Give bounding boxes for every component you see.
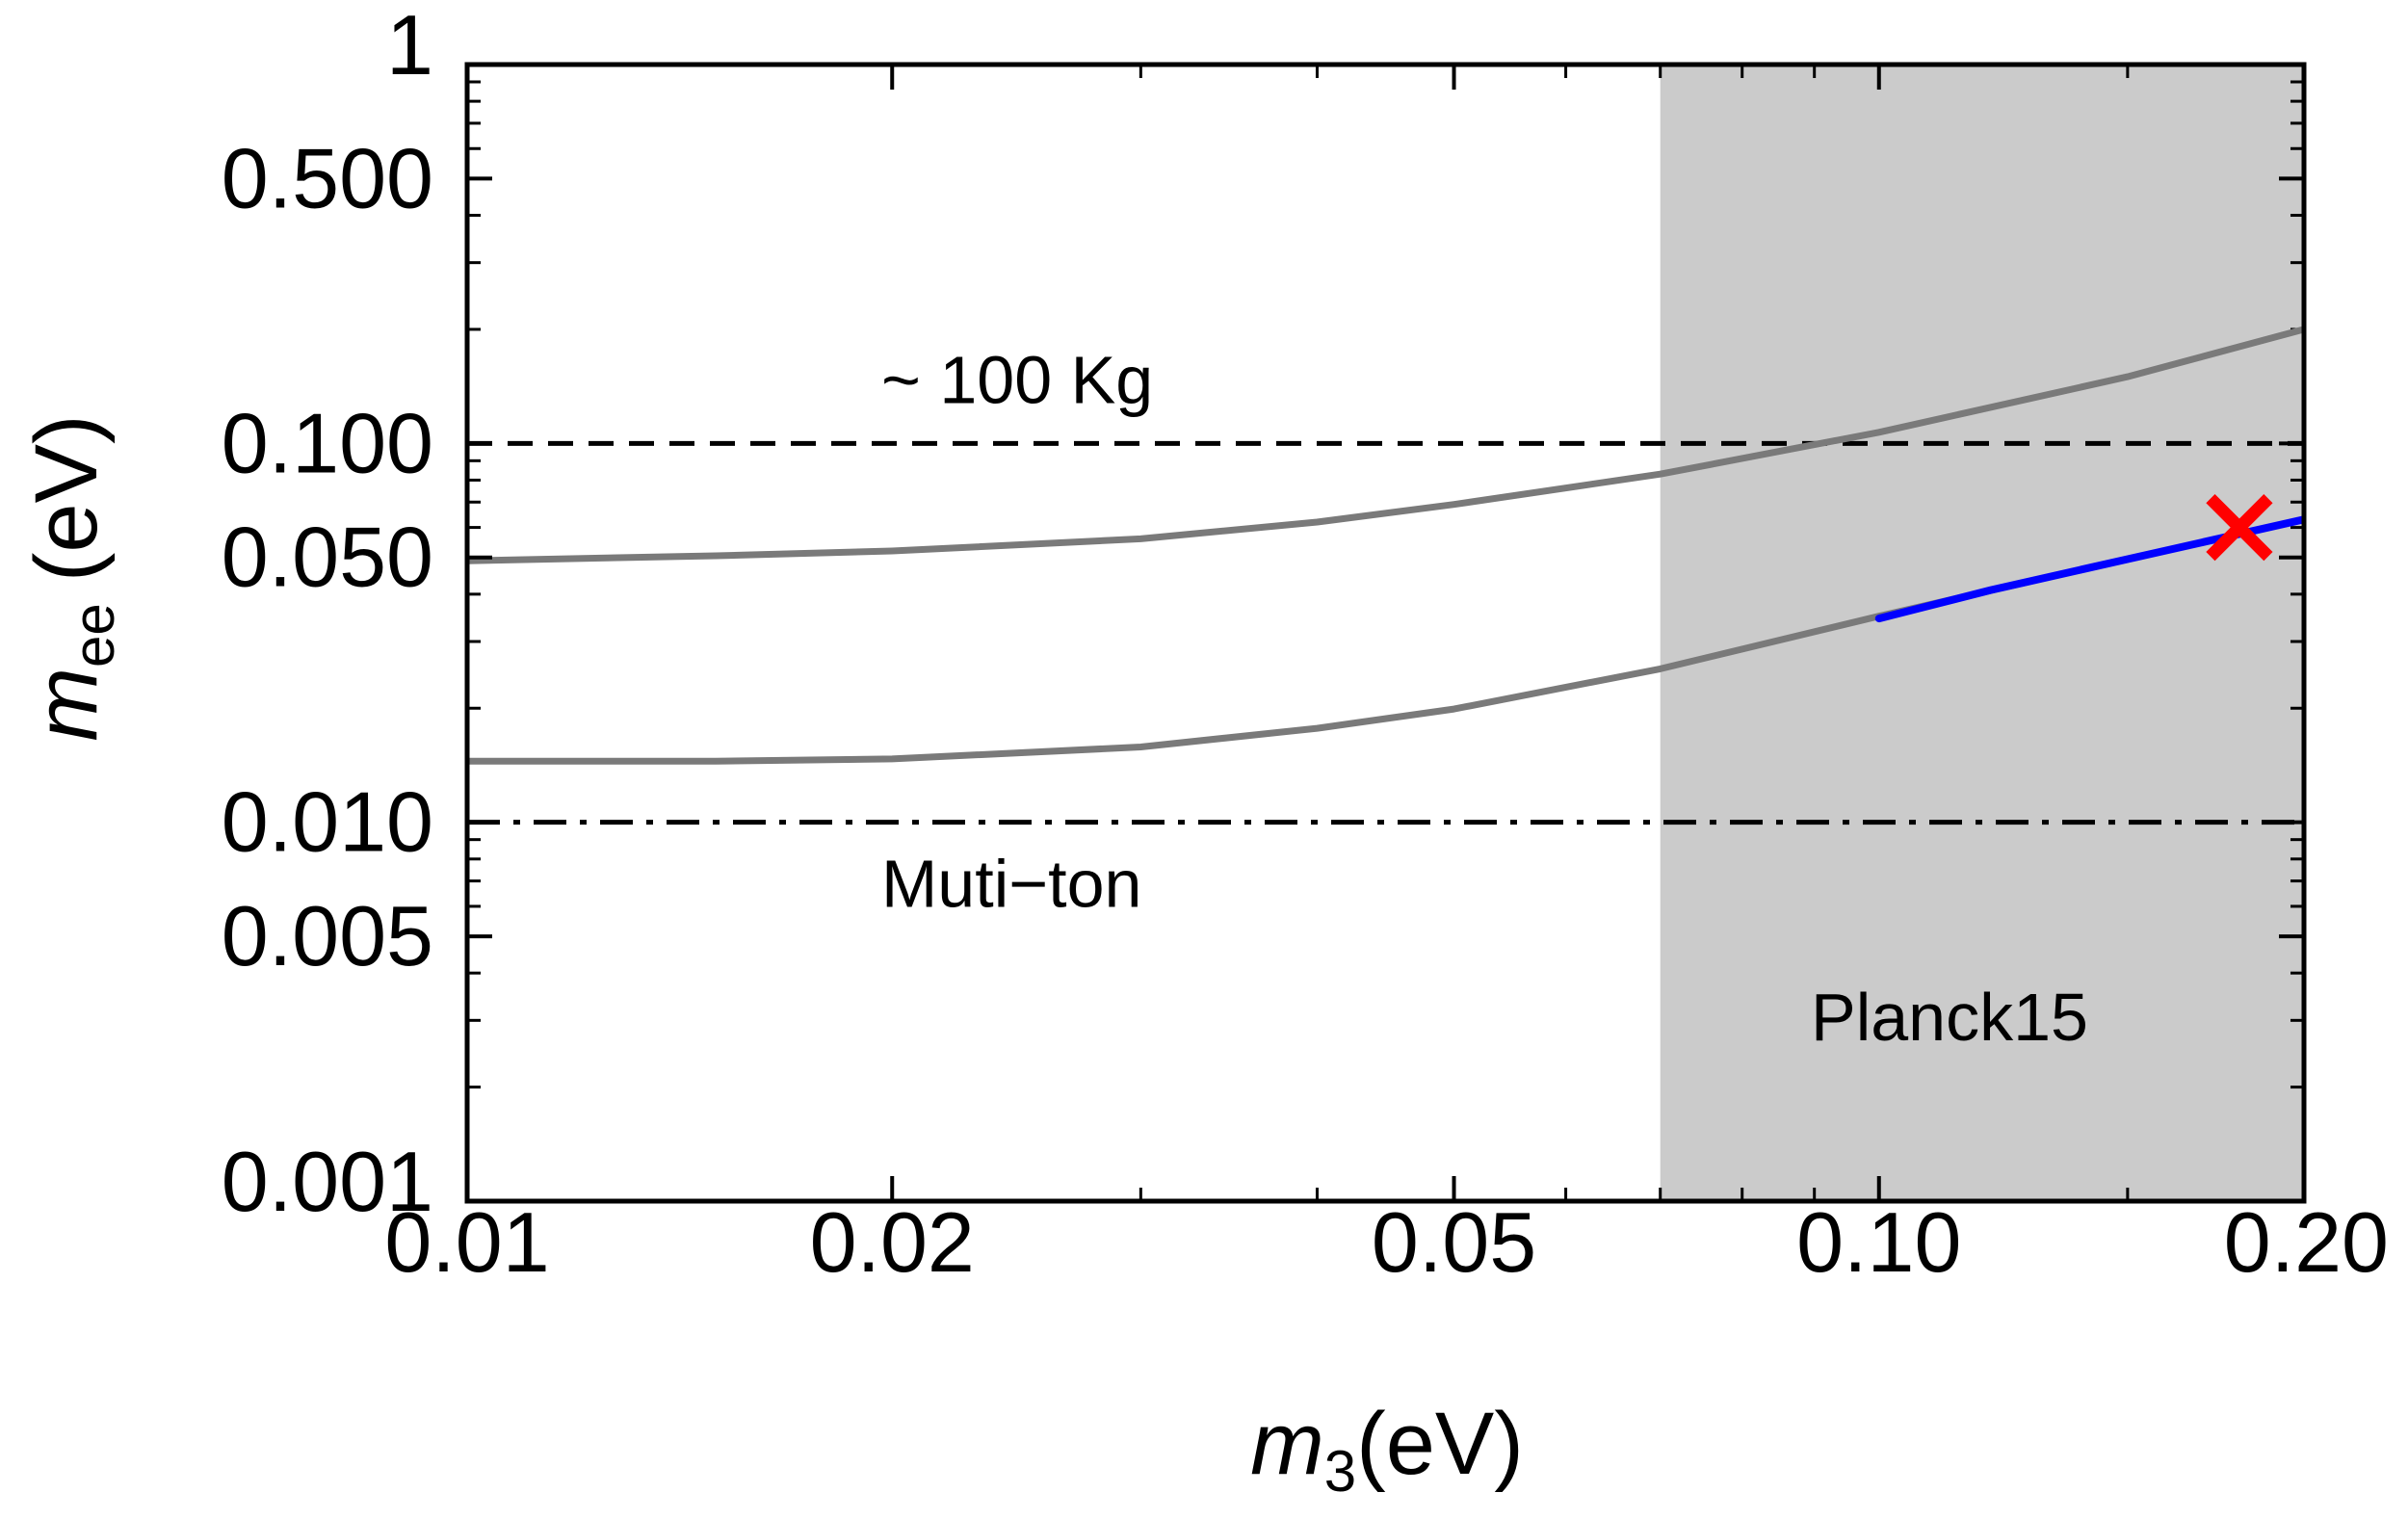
annotations: ~ 100 Kg Muti−ton Planck15	[881, 342, 2088, 1055]
x-axis-symbol: m	[1250, 1395, 1324, 1493]
x-axis-subscript: 3	[1324, 1439, 1356, 1504]
best-fit-marker	[2206, 493, 2273, 562]
y-axis-title: mee (eV)	[17, 414, 126, 741]
label-planck15: Planck15	[1811, 980, 2088, 1055]
data-series	[467, 326, 2304, 765]
marker-x	[2206, 493, 2273, 562]
y-tick-label: 0.001	[222, 1134, 433, 1229]
x-axis-ticks: 0.01 0.02 0.05 0.10 0.20	[384, 65, 2389, 1290]
x-axis-unit: (eV)	[1356, 1395, 1524, 1493]
y-tick-label: 0.005	[222, 888, 433, 983]
plot-frame	[464, 62, 2307, 1204]
y-tick-label: 0.050	[222, 510, 433, 605]
label-100kg: ~ 100 Kg	[881, 342, 1153, 417]
y-axis-ticks: 0.001 0.005 0.010 0.050 0.100 0.500 1	[222, 0, 2304, 1229]
y-tick-label: 0.010	[222, 774, 433, 870]
series-line-upper	[467, 326, 2304, 564]
series-line-allowed	[1874, 515, 2304, 623]
x-tick-label: 0.10	[1796, 1194, 1961, 1290]
x-tick-label: 0.02	[810, 1194, 975, 1290]
y-axis-symbol: m	[17, 668, 116, 742]
x-tick-label: 0.01	[384, 1194, 549, 1290]
x-axis-title: m3(eV)	[1250, 1395, 1524, 1504]
y-tick-label: 0.500	[222, 130, 433, 225]
y-tick-label: 0.100	[222, 395, 433, 490]
y-axis-unit: (eV)	[17, 414, 116, 582]
label-multi-ton: Muti−ton	[881, 847, 1141, 922]
y-axis-subscript: ee	[62, 603, 126, 668]
reference-lines	[467, 440, 2304, 825]
x-tick-label: 0.20	[2224, 1194, 2389, 1290]
shaded-region-rect	[1660, 65, 2304, 1201]
x-tick-label: 0.05	[1372, 1194, 1536, 1290]
y-tick-label: 1	[386, 0, 433, 92]
planck15-shaded-region	[1660, 65, 2304, 1201]
